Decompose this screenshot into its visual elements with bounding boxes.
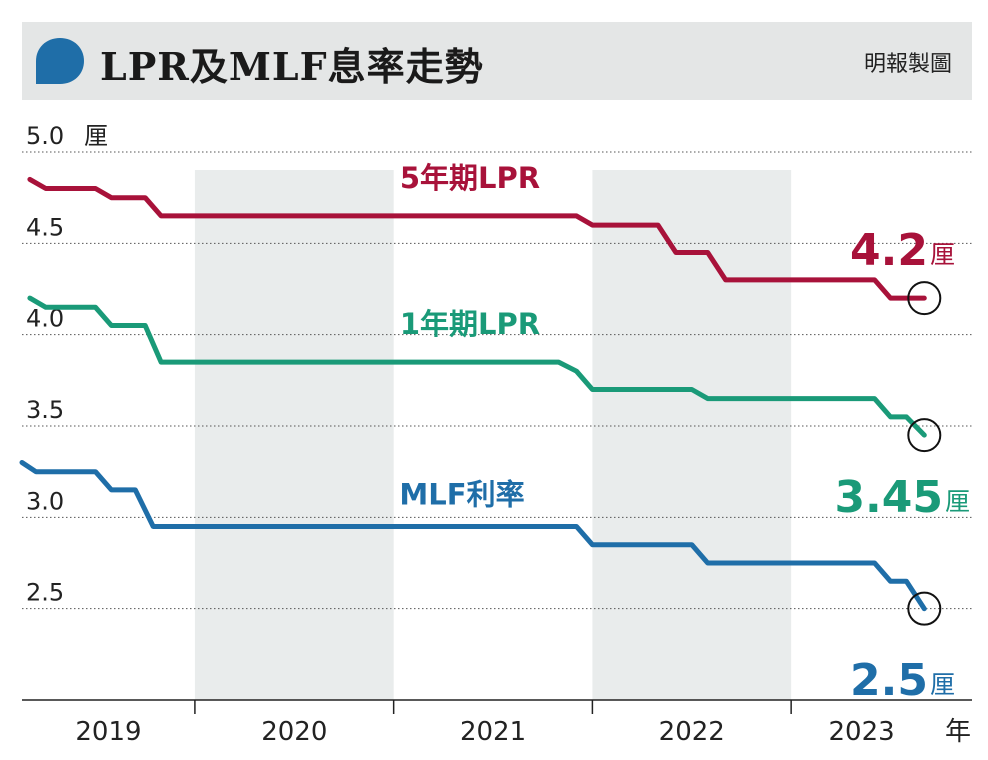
year-band-2020 xyxy=(194,170,394,700)
end-value-unit: 厘 xyxy=(930,670,955,699)
year-band-2022 xyxy=(592,170,792,700)
end-value-label: 2.5 xyxy=(850,655,928,706)
speech-bubble-icon xyxy=(36,38,84,84)
series-line-1 xyxy=(27,176,927,301)
speech-bubble-shape xyxy=(36,38,84,84)
x-tick-label: 2020 xyxy=(261,717,327,747)
series-line-3 xyxy=(19,460,927,612)
end-value-unit: 厘 xyxy=(945,487,970,516)
y-tick-label: 5.0 xyxy=(26,122,64,150)
x-tick-label: 2023 xyxy=(828,717,894,747)
y-axis-unit: 厘 xyxy=(84,122,108,150)
end-marker-2 xyxy=(907,418,942,453)
x-axis-unit: 年 xyxy=(945,717,971,747)
y-tick-label: 3.5 xyxy=(26,396,64,424)
y-tick-label: 3.0 xyxy=(26,487,64,515)
series-name-label: MLF利率 xyxy=(399,477,524,511)
end-value-label: 3.45 xyxy=(834,472,943,523)
y-tick-label: 4.5 xyxy=(26,213,64,241)
end-marker-3 xyxy=(907,591,942,626)
y-tick-label: 2.5 xyxy=(26,579,64,607)
end-value-unit: 厘 xyxy=(930,240,955,269)
end-value-label: 4.2 xyxy=(850,225,928,276)
end-marker-1 xyxy=(907,281,942,316)
x-tick-label: 2019 xyxy=(75,717,141,747)
x-tick-label: 2022 xyxy=(659,717,725,747)
series-name-label: 5年期LPR xyxy=(400,161,540,195)
x-tick-label: 2021 xyxy=(460,717,526,747)
series-name-label: 1年期LPR xyxy=(400,307,540,341)
source-credit: 明報製圖 xyxy=(863,52,952,77)
chart-header: LPR及MLF息率走勢 明報製圖 xyxy=(22,22,972,100)
chart-title: LPR及MLF息率走勢 xyxy=(100,44,484,89)
series-line-2 xyxy=(27,295,927,438)
